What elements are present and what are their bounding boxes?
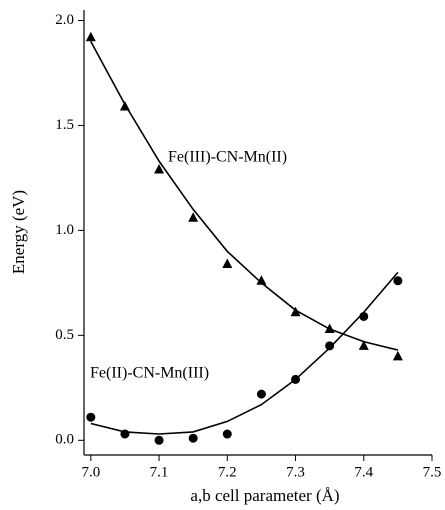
x-tick-label: 7.1	[150, 464, 169, 480]
x-tick-label: 7.2	[218, 464, 237, 480]
y-axis-label: Energy (eV)	[9, 190, 28, 274]
fit-line	[91, 272, 398, 434]
circle-marker	[393, 276, 402, 285]
y-tick-label: 1.0	[55, 222, 74, 238]
circle-marker	[223, 430, 232, 439]
y-tick-label: 1.5	[55, 117, 74, 133]
triangle-marker	[393, 351, 403, 361]
x-tick-label: 7.5	[423, 464, 442, 480]
x-axis-label: a,b cell parameter (Å)	[190, 486, 339, 505]
circle-marker	[86, 413, 95, 422]
annotation: Fe(III)-CN-Mn(II)	[168, 149, 287, 166]
y-tick-label: 2.0	[55, 12, 74, 28]
y-tick-label: 0.5	[55, 327, 74, 343]
fit-line	[91, 41, 398, 350]
annotation: Fe(II)-CN-Mn(III)	[90, 365, 209, 382]
x-tick-label: 7.3	[286, 464, 305, 480]
circle-marker	[189, 434, 198, 443]
y-tick-label: 0.0	[55, 432, 74, 448]
triangle-marker	[86, 32, 96, 42]
x-tick-label: 7.0	[81, 464, 100, 480]
circle-marker	[257, 390, 266, 399]
x-tick-label: 7.4	[354, 464, 373, 480]
triangle-marker	[222, 258, 232, 268]
circle-marker	[155, 436, 164, 445]
